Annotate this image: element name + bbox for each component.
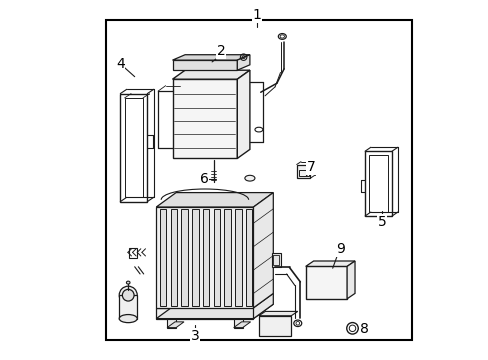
Bar bbox=[129, 248, 137, 258]
Bar bbox=[106, 20, 411, 340]
Text: 4: 4 bbox=[116, 57, 124, 71]
Bar bbox=[258, 316, 291, 336]
Ellipse shape bbox=[126, 281, 130, 284]
Polygon shape bbox=[237, 70, 249, 158]
Bar bbox=[120, 94, 147, 202]
Bar bbox=[156, 207, 253, 308]
Polygon shape bbox=[305, 261, 354, 266]
Bar bbox=[203, 209, 209, 306]
Bar bbox=[272, 255, 279, 265]
Bar bbox=[296, 165, 310, 178]
Bar bbox=[305, 266, 346, 299]
Text: 9: 9 bbox=[336, 243, 345, 256]
Text: 2: 2 bbox=[216, 44, 225, 58]
Polygon shape bbox=[167, 322, 183, 328]
Bar bbox=[170, 209, 177, 306]
Bar bbox=[245, 209, 252, 306]
Ellipse shape bbox=[122, 289, 134, 301]
Bar bbox=[271, 253, 280, 267]
Text: 7: 7 bbox=[306, 161, 315, 174]
Ellipse shape bbox=[119, 286, 137, 304]
Text: 8: 8 bbox=[359, 322, 367, 336]
Bar bbox=[233, 319, 242, 328]
Polygon shape bbox=[253, 293, 273, 319]
Bar bbox=[213, 209, 220, 306]
Bar bbox=[172, 79, 237, 158]
Polygon shape bbox=[346, 261, 354, 299]
Text: 1: 1 bbox=[252, 9, 261, 22]
Polygon shape bbox=[237, 55, 249, 70]
Bar bbox=[298, 170, 308, 176]
Bar bbox=[365, 151, 391, 216]
Ellipse shape bbox=[119, 315, 137, 323]
Bar bbox=[235, 209, 241, 306]
Bar bbox=[167, 319, 176, 328]
Bar bbox=[124, 98, 142, 197]
Bar bbox=[224, 209, 230, 306]
Text: 5: 5 bbox=[377, 215, 386, 229]
Bar bbox=[368, 155, 387, 212]
Polygon shape bbox=[156, 304, 273, 319]
Polygon shape bbox=[172, 70, 249, 79]
Bar bbox=[172, 60, 237, 70]
Polygon shape bbox=[156, 193, 273, 207]
Text: 6: 6 bbox=[199, 172, 208, 186]
Polygon shape bbox=[258, 311, 297, 316]
Polygon shape bbox=[156, 308, 253, 319]
Text: 3: 3 bbox=[190, 329, 199, 342]
Bar bbox=[119, 295, 137, 319]
Polygon shape bbox=[172, 55, 249, 60]
Polygon shape bbox=[233, 322, 250, 328]
Ellipse shape bbox=[244, 175, 254, 181]
Polygon shape bbox=[253, 193, 273, 308]
Bar bbox=[181, 209, 187, 306]
Bar bbox=[160, 209, 166, 306]
Bar bbox=[192, 209, 198, 306]
